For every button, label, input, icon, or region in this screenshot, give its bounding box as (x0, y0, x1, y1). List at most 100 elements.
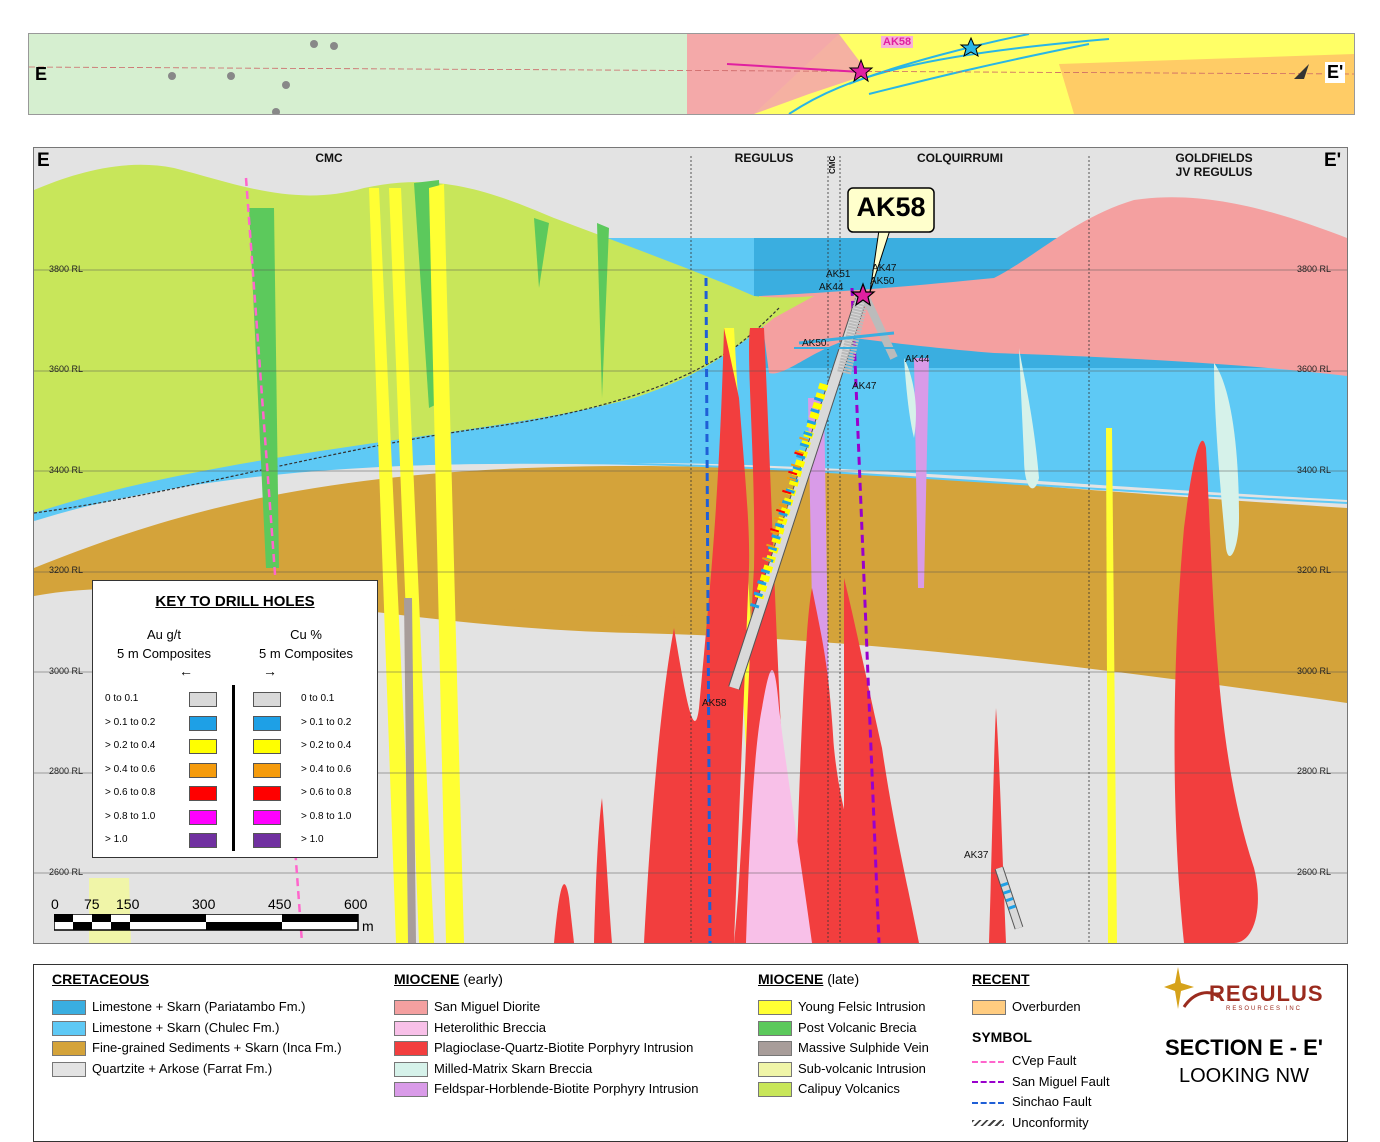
key-au-label: > 0.8 to 1.0 (105, 810, 156, 822)
drill-label-ak47-top: AK47 (872, 263, 897, 274)
zone-regulus: REGULUS (734, 151, 794, 165)
legend-item: San Miguel Fault (972, 1073, 1110, 1091)
section-left-label: E (37, 150, 50, 171)
legend-item: Calipuy Volcanics (758, 1080, 900, 1098)
legend-item: Sinchao Fault (972, 1093, 1092, 1111)
drill-label-ak44-top: AK44 (819, 282, 844, 293)
rl-label-left-3400: 3400 RL (49, 465, 84, 475)
legend-label: San Miguel Diorite (434, 999, 541, 1014)
key-au-label: 0 to 0.1 (105, 693, 139, 704)
key-au-label: > 0.1 to 0.2 (105, 716, 156, 728)
drill-label-ak44: AK44 (905, 354, 930, 365)
key-arrow-left-icon: ← (179, 663, 193, 679)
key-au-label: > 0.2 to 0.4 (105, 740, 156, 751)
legend-label: Sinchao Fault (1012, 1094, 1092, 1109)
legend-line-symbol (972, 1101, 1004, 1104)
legend-cretaceous-title: CRETACEOUS (52, 971, 149, 987)
legend-item: Fine-grained Sediments + Skarn (Inca Fm.… (52, 1039, 342, 1057)
legend-swatch (758, 1000, 792, 1016)
key-au-swatch (189, 715, 217, 731)
legend-swatch (394, 1000, 428, 1016)
legend-swatch (52, 1061, 86, 1077)
rl-label-right-3400: 3400 RL (1297, 465, 1332, 475)
key-au-swatch (189, 739, 217, 754)
legend-label: Unconformity (1012, 1114, 1089, 1130)
rl-label-left-3200: 3200 RL (49, 565, 84, 575)
legend-item: Post Volcanic Brecia (758, 1019, 917, 1037)
key-cu-swatch (253, 786, 281, 801)
key-cu-label: > 0.4 to 0.6 (301, 763, 352, 775)
scale-tick-450: 450 (268, 896, 292, 912)
rl-label-right-3000: 3000 RL (1297, 666, 1332, 676)
legend-item: Heterolithic Breccia (394, 1019, 546, 1037)
legend-label: Quartzite + Arkose (Farrat Fm.) (92, 1060, 273, 1076)
legend-label: CVep Fault (1012, 1053, 1077, 1068)
key-au-swatch (189, 809, 217, 825)
scale-bar: 0 75 150 300 450 600 m (51, 894, 382, 934)
drill-label-ak37: AK37 (964, 850, 989, 861)
rl-label-right-3800: 3800 RL (1297, 264, 1332, 274)
legend-swatch (394, 1061, 428, 1077)
legend-swatch (394, 1020, 428, 1036)
key-au-label: > 0.4 to 0.6 (105, 763, 156, 775)
section-subtitle: LOOKING NW (1178, 1065, 1309, 1087)
rl-label-right-2800: 2800 RL (1297, 766, 1332, 776)
key-cu-label: 0 to 0.1 (301, 693, 335, 704)
legend-swatch (758, 1061, 792, 1077)
zone-cmc-narrow: CMC (828, 155, 837, 174)
key-title: KEY TO DRILL HOLES (155, 593, 315, 610)
key-au-label: > 0.6 to 0.8 (105, 787, 156, 798)
regulus-logo: REGULUS RESOURCES INC (1164, 967, 1324, 1017)
key-cu-header: Cu % 5 m Composites (259, 627, 353, 661)
legend-swatch (758, 1082, 792, 1098)
rl-label-right-3600: 3600 RL (1297, 364, 1332, 374)
rl-label-right-2600: 2600 RL (1297, 867, 1332, 877)
key-cu-swatch (253, 833, 281, 848)
legend-swatch (52, 1000, 86, 1016)
legend-item: San Miguel Diorite (394, 998, 540, 1016)
drill-label-ak50-top: AK50 (870, 276, 895, 287)
key-cu-swatch (253, 739, 281, 754)
legend-miocene-late-title: MIOCENE (late) (758, 971, 860, 987)
legend-item: Massive Sulphide Vein (758, 1039, 929, 1057)
rl-label-left-2600: 2600 RL (49, 867, 84, 877)
rl-label-left-3800: 3800 RL (49, 264, 84, 274)
legend-label: Heterolithic Breccia (434, 1019, 546, 1035)
geology-legend: CRETACEOUS Limestone + Skarn (Pariatambo… (33, 964, 1348, 1142)
drill-label-ak51: AK51 (826, 269, 851, 280)
plan-map: E E' AK58 (28, 33, 1355, 115)
scale-tick-300: 300 (192, 896, 216, 912)
key-divider (232, 685, 235, 851)
legend-item: Unconformity (972, 1114, 1089, 1132)
plan-right-label: E' (1325, 62, 1346, 83)
key-cu-label: > 0.8 to 1.0 (301, 810, 352, 822)
legend-item: Sub-volcanic Intrusion (758, 1060, 926, 1078)
drill-label-ak47: AK47 (852, 381, 877, 392)
legend-item: Quartzite + Arkose (Farrat Fm.) (52, 1060, 272, 1078)
key-cu-swatch (253, 762, 281, 778)
key-au-swatch (189, 692, 217, 707)
rl-label-left-3000: 3000 RL (49, 666, 84, 676)
legend-item: Plagioclase-Quartz-Biotite Porphyry Intr… (394, 1039, 693, 1057)
legend-label: Sub-volcanic Intrusion (798, 1060, 926, 1076)
legend-swatch (758, 1041, 792, 1057)
scale-tick-600: 600 (344, 896, 368, 912)
legend-symbol-title: SYMBOL (972, 1029, 1032, 1045)
plan-drill-label: AK58 (881, 36, 914, 48)
legend-swatch (758, 1020, 792, 1036)
legend-item: Limestone + Skarn (Chulec Fm.) (52, 1019, 279, 1037)
key-cu-swatch (253, 809, 281, 825)
key-cu-swatch (253, 692, 281, 707)
legend-miocene-early-title: MIOCENE (early) (394, 971, 503, 987)
regulus-star-icon (1164, 967, 1220, 1009)
legend-swatch (394, 1041, 428, 1057)
zone-colquirrumi: COLQUIRRUMI (917, 151, 1003, 165)
legend-item: Feldspar-Horblende-Biotite Porphyry Intr… (394, 1080, 698, 1098)
key-au-header: Au g/t 5 m Composites (117, 627, 211, 661)
key-cu-label: > 1.0 (301, 834, 324, 845)
zone-cmc: CMC (315, 151, 343, 165)
key-au-swatch (189, 786, 217, 801)
scale-tick-0: 0 (51, 896, 59, 912)
zone-goldfields: GOLDFIELDS JV REGULUS (1175, 151, 1253, 179)
logo-name: REGULUS (1209, 981, 1324, 1006)
